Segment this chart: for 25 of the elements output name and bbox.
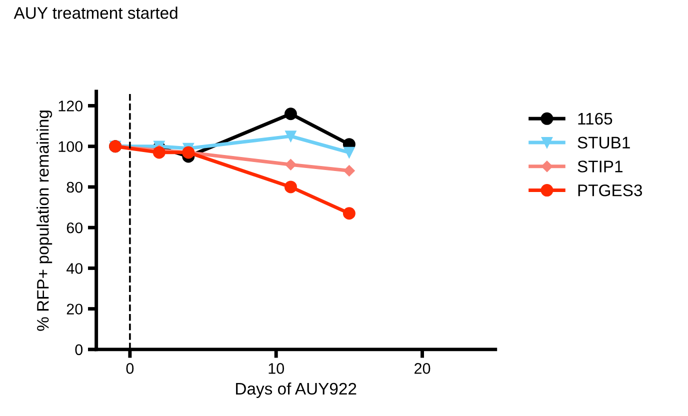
- y-tick-label: 0: [75, 344, 83, 356]
- x-tick-label: 20: [414, 363, 430, 374]
- x-tick-label: 10: [268, 363, 284, 374]
- y-tick-label: 20: [66, 304, 83, 315]
- legend-label: 1165: [578, 112, 612, 125]
- legend-label: PTGES3: [578, 184, 642, 196]
- point: [342, 207, 356, 220]
- point: [285, 159, 296, 170]
- point: [284, 180, 297, 194]
- point: [152, 146, 166, 159]
- point: [344, 146, 355, 158]
- legend-label: STIP1: [578, 160, 622, 172]
- y-axis-title: % RFP+ population remaining: [36, 110, 52, 331]
- x-tick-label: 0: [126, 363, 134, 374]
- legend-label: STUB1: [578, 136, 630, 149]
- text: AUY treatment started: [14, 6, 178, 19]
- point: [284, 108, 297, 120]
- x-axis-title: Days of AUY922: [236, 382, 356, 398]
- point: [285, 130, 296, 142]
- y-tick-label: 80: [66, 182, 83, 193]
- y-tick-label: 120: [58, 100, 83, 112]
- point: [344, 165, 355, 176]
- y-tick-label: 60: [66, 222, 83, 234]
- y-tick-label: 40: [66, 263, 83, 274]
- y-tick-label: 100: [58, 141, 83, 152]
